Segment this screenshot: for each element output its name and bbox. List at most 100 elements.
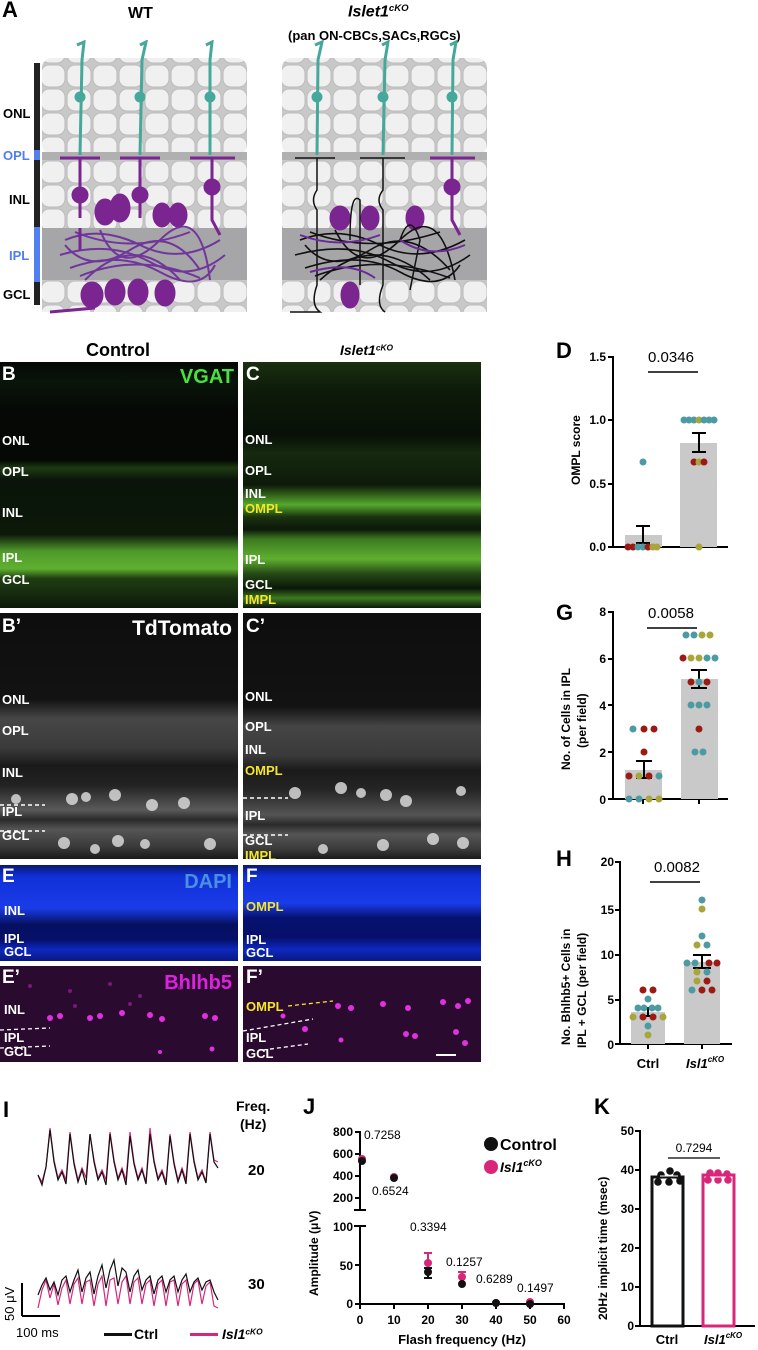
layer-gcl: GCL	[245, 577, 273, 592]
y-axis-label: 20Hz implicit time (msec)	[596, 1177, 610, 1320]
layer-inl: INL	[4, 1002, 25, 1017]
svg-text:50: 50	[523, 1313, 537, 1327]
opl-bar-segment	[34, 150, 40, 160]
micrograph-b-vgat-control: B VGAT ONL OPL INL IPL GCL	[0, 362, 238, 608]
cko-title: Islet1cKO	[348, 3, 409, 21]
scale-time: 100 ms	[16, 1325, 59, 1340]
chart-g-cells-in-ipl: 8 6 4 2 0 No. of Cells in IPL (per field…	[559, 605, 728, 807]
layer-ipl: IPL	[246, 932, 267, 947]
layer-impl: IMPL	[245, 848, 277, 859]
layer-onl: ONL	[245, 432, 273, 447]
bhlhb5-cells	[0, 982, 218, 1054]
freq-20: 20	[248, 1162, 265, 1179]
layer-gcl: GCL	[4, 944, 32, 959]
micrograph-e-prime-bhlhb5-control: E’ Bhlhb5 INL IPL GCL	[0, 966, 238, 1062]
panel-letter-b-prime: B’	[2, 616, 21, 637]
legend-ctrl-swatch	[104, 1333, 132, 1336]
layer-gcl: GCL	[2, 572, 30, 587]
layer-label-onl: ONL	[3, 106, 31, 121]
panel-letter-b: B	[2, 364, 16, 385]
svg-text:50: 50	[621, 1124, 635, 1138]
svg-text:50: 50	[340, 1259, 354, 1273]
layer-onl: ONL	[2, 692, 30, 707]
ytick: 0.0	[589, 540, 606, 554]
legend-cko-label: Isl1cKO	[500, 1158, 542, 1175]
layer-ompl: OMPL	[245, 763, 283, 778]
y-axis-label: Amplitude (μV)	[307, 1211, 321, 1296]
panel-letter-k: K	[594, 1094, 610, 1119]
svg-text:400: 400	[333, 1169, 353, 1183]
x-axis-label: Flash frequency (Hz)	[398, 1332, 526, 1347]
control-column-title: Control	[86, 340, 150, 360]
svg-text:0: 0	[627, 1319, 634, 1333]
svg-text:20: 20	[601, 855, 615, 869]
y-axis-label-line2: IPL + GCL (per field)	[575, 933, 589, 1048]
p-value-0hz: 0.7258	[364, 1128, 401, 1142]
layer-ompl: OMPL	[245, 501, 283, 516]
panel-letter-i: I	[3, 1097, 10, 1122]
layer-impl: IMPL	[245, 592, 277, 607]
layer-inl: INL	[2, 505, 23, 520]
svg-text:30: 30	[455, 1313, 469, 1327]
panel-letter-e: E	[2, 866, 15, 887]
micrograph-c-vgat-cko: C ONL OPL INL OMPL IPL GCL IMPL	[243, 362, 481, 608]
layer-ipl: IPL	[4, 931, 25, 946]
svg-text:200: 200	[333, 1191, 353, 1205]
svg-text:60: 60	[557, 1313, 571, 1327]
micrograph-f-dapi-cko: F OMPL IPL GCL	[243, 865, 481, 961]
layer-inl: INL	[245, 742, 266, 757]
panel-letter-c-prime: C’	[246, 616, 265, 637]
cell-bodies	[0, 789, 216, 854]
ytick: 1.5	[589, 350, 606, 364]
p-value-20hz: 0.3394	[410, 1220, 447, 1234]
micrograph-c-prime-tdtomato-cko: C’ ONL OPL INL OMPL IPL GCL IMPL	[243, 613, 481, 859]
legend-cko-label: Isl1cKO	[222, 1326, 263, 1342]
layer-ipl: IPL	[2, 804, 23, 819]
svg-text:30: 30	[621, 1202, 635, 1216]
x-label-cko: Isl1cKO	[686, 1055, 725, 1071]
layer-label-gcl: GCL	[3, 287, 31, 302]
layer-scale-bar	[34, 63, 40, 305]
panel-letter-f: F	[246, 866, 258, 887]
panel-letter-e-prime: E’	[2, 967, 20, 988]
layer-opl: OPL	[2, 464, 29, 479]
legend-cko-marker	[484, 1160, 498, 1174]
freq-unit: (Hz)	[240, 1116, 267, 1132]
x-label-ctrl: Ctrl	[637, 1056, 659, 1071]
chart-h-bhlhb5-cells: 20 15 10 5 0 No. Bhlhb5+ Cells in IPL + …	[559, 855, 732, 1071]
panel-letter-a: A	[2, 0, 18, 22]
panel-letter-j: J	[303, 1094, 316, 1119]
micrograph-b-prime-tdtomato-control: B’ TdTomato ONL OPL INL IPL GCL	[0, 613, 238, 859]
svg-text:0: 0	[599, 793, 606, 807]
bhlhb5-cells	[243, 998, 471, 1056]
wt-title: WT	[128, 5, 153, 22]
panel-letter-c: C	[246, 364, 260, 385]
marker-label-tdtomato: TdTomato	[132, 617, 232, 640]
svg-text:10: 10	[601, 948, 615, 962]
layer-gcl: GCL	[245, 833, 273, 848]
svg-text:15: 15	[601, 903, 615, 917]
p-value: 0.0082	[654, 859, 700, 876]
erg-traces	[21, 1127, 219, 1317]
svg-text:8: 8	[599, 605, 606, 619]
marker-label-vgat: VGAT	[179, 366, 234, 388]
layer-onl: ONL	[2, 433, 30, 448]
layer-inl: INL	[4, 903, 25, 918]
freq-30: 30	[248, 1276, 265, 1293]
layer-inl: INL	[245, 486, 266, 501]
scale-voltage: 50 μV	[2, 1286, 17, 1321]
bar-cko	[701, 1173, 736, 1328]
svg-text:40: 40	[489, 1313, 503, 1327]
legend-control-label: Control	[500, 1137, 557, 1154]
svg-text:2: 2	[599, 746, 606, 760]
layer-label-inl: INL	[9, 192, 30, 207]
svg-text:5: 5	[607, 993, 614, 1007]
svg-text:100: 100	[333, 1220, 353, 1234]
p-value-30hz: 0.1257	[446, 1255, 483, 1269]
ytick: 1.0	[589, 413, 606, 427]
x-label-ctrl: Ctrl	[656, 1332, 678, 1347]
svg-text:4: 4	[599, 699, 606, 713]
chart-j-amplitude-vs-frequency: 800 600 400 200 100 50 0 Amplitude (μV) …	[307, 1125, 571, 1347]
layer-inl: INL	[2, 765, 23, 780]
svg-text:20: 20	[421, 1313, 435, 1327]
